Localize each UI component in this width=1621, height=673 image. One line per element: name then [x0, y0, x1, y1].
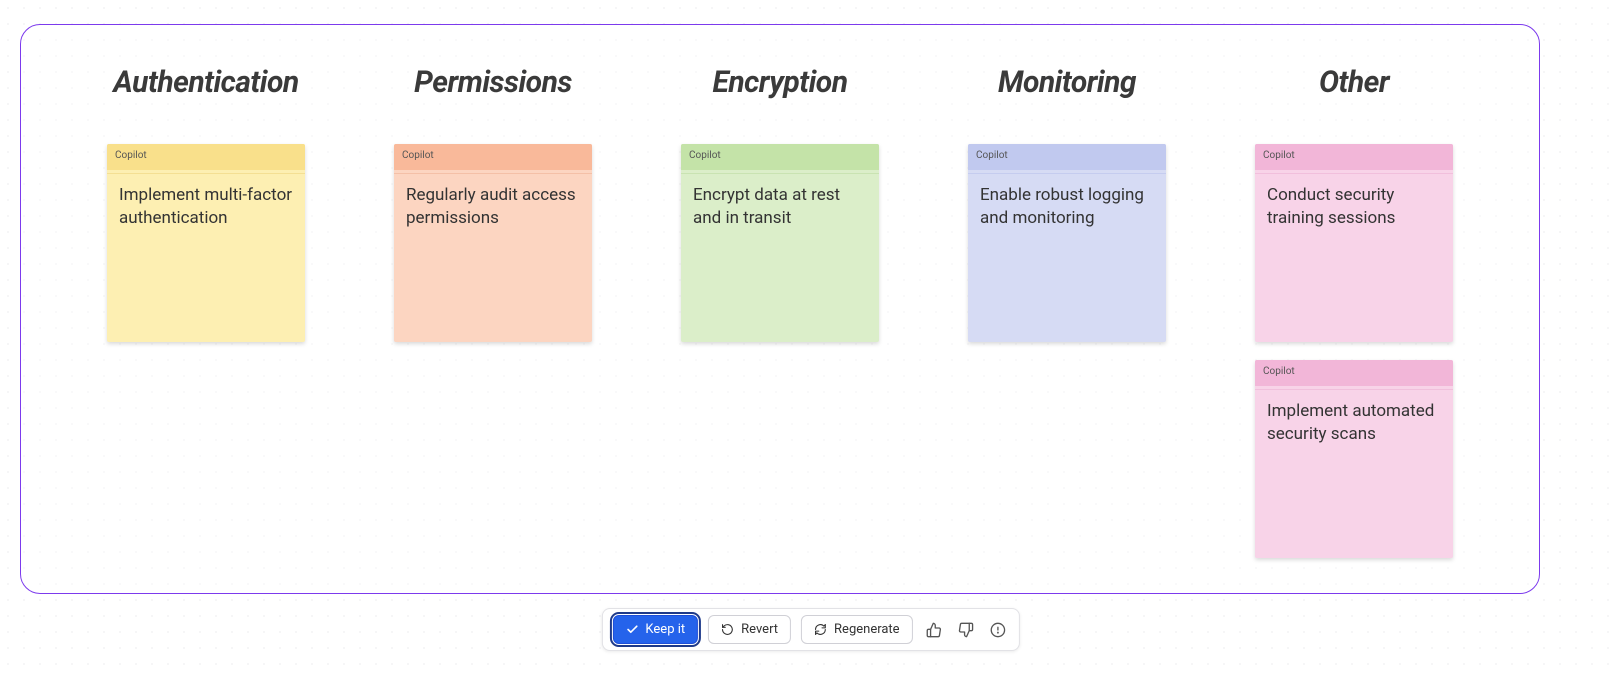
sticky-note-text: Encrypt data at rest and in transit	[681, 174, 879, 238]
sticky-note-divider	[394, 173, 592, 174]
sticky-note-divider	[681, 173, 879, 174]
sticky-note[interactable]: Copilot Enable robust logging and monitor…	[968, 144, 1166, 342]
keep-it-label: Keep it	[645, 622, 685, 637]
check-icon	[625, 623, 638, 636]
action-toolbar: Keep it Revert Regenerate	[601, 608, 1019, 651]
cards-list: Copilot Enable robust logging and monitor…	[968, 144, 1166, 342]
cards-list: Copilot Conduct security training session…	[1255, 144, 1453, 558]
sticky-note-text: Conduct security training sessions	[1255, 174, 1453, 238]
cards-list: Copilot Encrypt data at rest and in trans…	[681, 144, 879, 342]
revert-button[interactable]: Revert	[708, 615, 791, 644]
keep-it-button[interactable]: Keep it	[612, 615, 698, 644]
sticky-note[interactable]: Copilot Implement automated security scan…	[1255, 360, 1453, 558]
sticky-note[interactable]: Copilot Conduct security training session…	[1255, 144, 1453, 342]
refresh-icon	[814, 623, 827, 636]
column-title: Other	[1319, 65, 1389, 100]
thumbs-down-icon[interactable]	[955, 619, 977, 641]
columns-container: Authentication Copilot Implement multi-fac…	[21, 25, 1539, 578]
sticky-note-text: Implement multi-factor authentication	[107, 174, 305, 238]
sticky-note-author: Copilot	[1255, 144, 1453, 170]
column-title: Monitoring	[998, 65, 1136, 100]
undo-icon	[721, 623, 734, 636]
info-icon[interactable]	[987, 619, 1009, 641]
board-frame: Authentication Copilot Implement multi-fac…	[20, 24, 1540, 594]
sticky-note-author: Copilot	[681, 144, 879, 170]
column-title: Authentication	[113, 65, 298, 100]
sticky-note-author: Copilot	[1255, 360, 1453, 386]
column: Other Copilot Conduct security training se…	[1239, 65, 1469, 558]
regenerate-button[interactable]: Regenerate	[801, 615, 913, 644]
sticky-note-divider	[1255, 389, 1453, 390]
column-title: Encryption	[712, 65, 847, 100]
column: Permissions Copilot Regularly audit access…	[378, 65, 608, 558]
sticky-note-divider	[1255, 173, 1453, 174]
sticky-note-text: Enable robust logging and monitoring	[968, 174, 1166, 238]
sticky-note-author: Copilot	[968, 144, 1166, 170]
sticky-note-author: Copilot	[107, 144, 305, 170]
sticky-note-divider	[968, 173, 1166, 174]
sticky-note-author: Copilot	[394, 144, 592, 170]
sticky-note[interactable]: Copilot Regularly audit access permission…	[394, 144, 592, 342]
thumbs-up-icon[interactable]	[923, 619, 945, 641]
column: Monitoring Copilot Enable robust logging a…	[952, 65, 1182, 558]
cards-list: Copilot Regularly audit access permission…	[394, 144, 592, 342]
revert-label: Revert	[741, 622, 778, 637]
column: Encryption Copilot Encrypt data at rest an…	[665, 65, 895, 558]
sticky-note-text: Regularly audit access permissions	[394, 174, 592, 238]
sticky-note-divider	[107, 173, 305, 174]
sticky-note[interactable]: Copilot Encrypt data at rest and in trans…	[681, 144, 879, 342]
column: Authentication Copilot Implement multi-fac…	[91, 65, 321, 558]
cards-list: Copilot Implement multi-factor authentica…	[107, 144, 305, 342]
sticky-note-text: Implement automated security scans	[1255, 390, 1453, 454]
sticky-note[interactable]: Copilot Implement multi-factor authentica…	[107, 144, 305, 342]
column-title: Permissions	[414, 65, 572, 100]
regenerate-label: Regenerate	[834, 622, 900, 637]
